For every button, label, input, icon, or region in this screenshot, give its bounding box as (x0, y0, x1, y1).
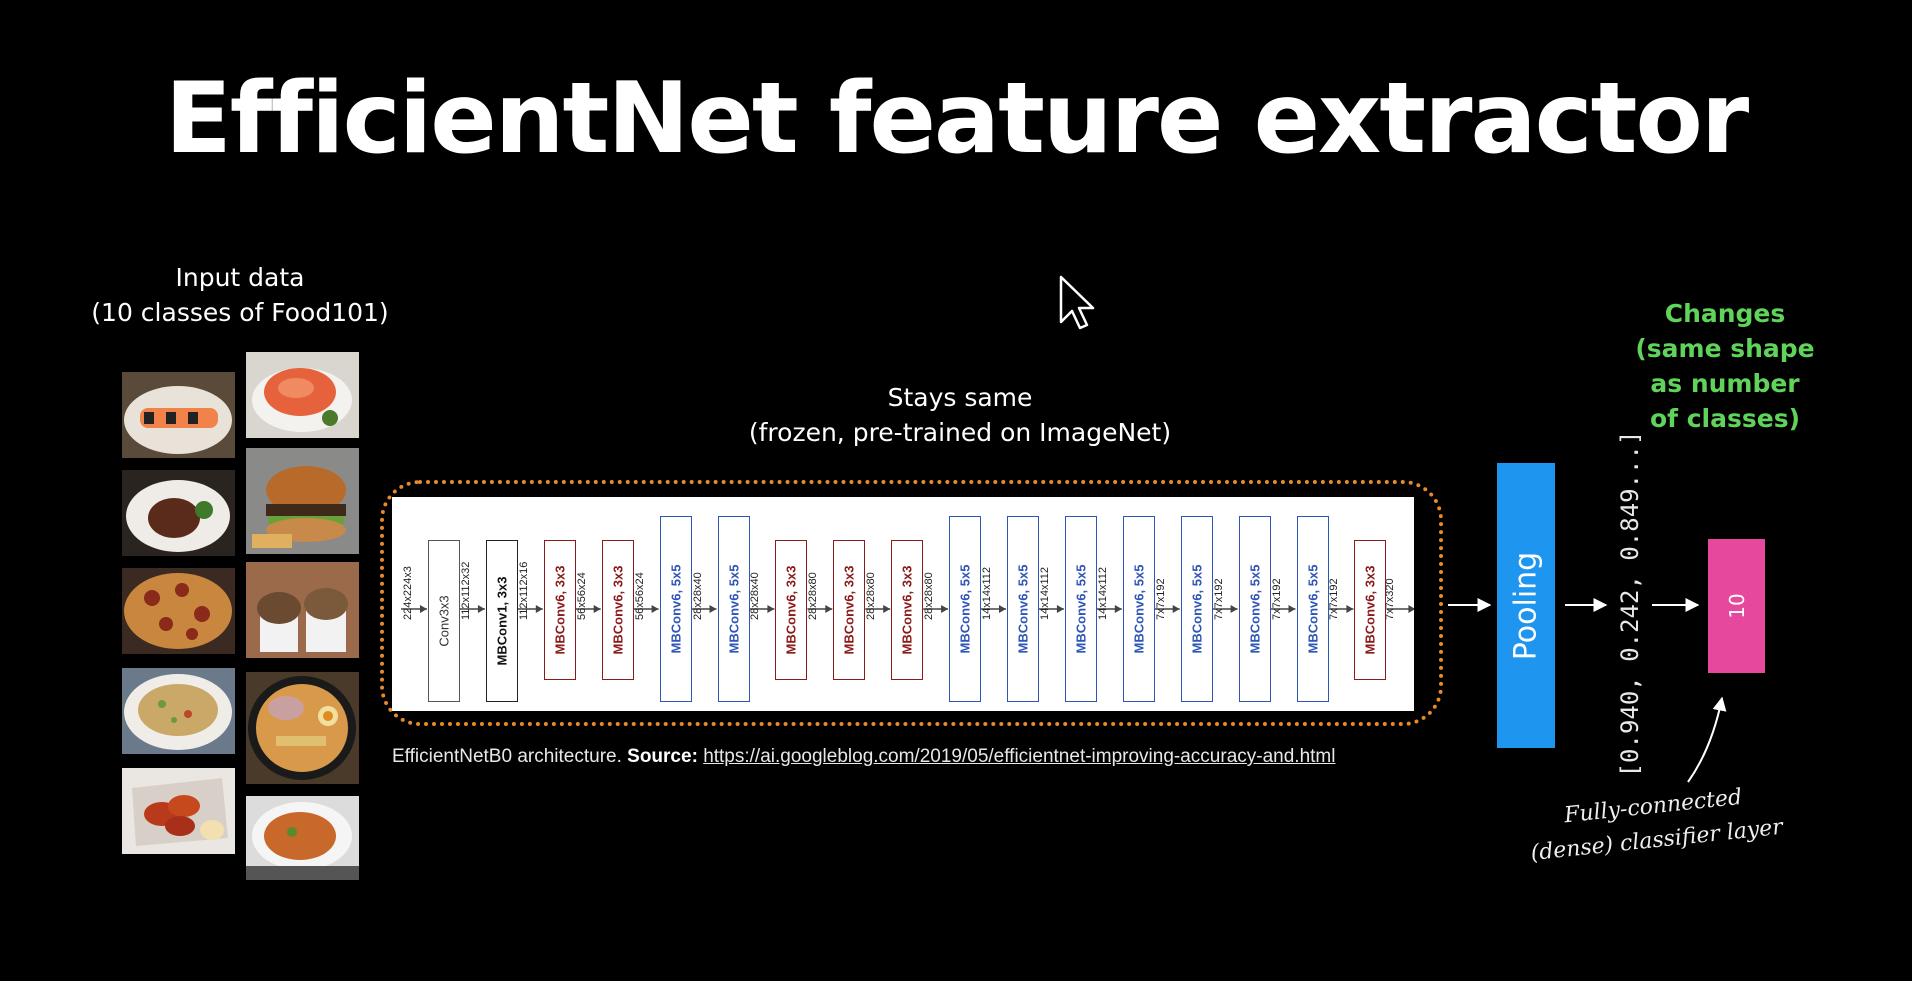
layer-arrow-head (1408, 605, 1414, 613)
layer-block: MBConv6, 3x3 (601, 540, 634, 680)
layer-arrow-head (1114, 605, 1122, 613)
layer-arrow-head (535, 605, 543, 613)
layer-arrow-head (1346, 605, 1354, 613)
slide-title: EfficientNet feature extractor (164, 62, 1749, 176)
layer-block: MBConv6, 3x3 (1354, 540, 1387, 680)
layer-block: MBConv6, 5x5 (717, 516, 750, 702)
input-data-line-1: Input data (175, 263, 305, 292)
stays-same-label: Stays same (frozen, pre-trained on Image… (700, 380, 1220, 450)
changes-label: Changes (same shape as number of classes… (1600, 296, 1850, 436)
dense-output-layer: 10 (1708, 539, 1765, 673)
stays-same-line-2: (frozen, pre-trained on ImageNet) (748, 418, 1172, 447)
layer-arrow-head (1288, 605, 1296, 613)
frozen-backbone-frame (380, 480, 1443, 726)
source-caption: EfficientNetB0 architecture. Source: htt… (392, 746, 1335, 768)
layer-block: MBConv6, 5x5 (1296, 516, 1329, 702)
layer-arrow-head (593, 605, 601, 613)
changes-line-4: of classes) (1649, 404, 1801, 433)
layer-arrow-head (941, 605, 949, 613)
layer-block: MBConv6, 3x3 (775, 540, 808, 680)
layer-arrow-head (420, 605, 427, 613)
layer-block: MBConv6, 5x5 (659, 516, 692, 702)
layer-block: Conv3x3 (428, 540, 460, 702)
stays-same-line-1: Stays same (887, 383, 1033, 412)
input-data-line-2: (10 classes of Food101) (91, 298, 389, 327)
food-image-steak (122, 470, 235, 556)
food-image-ramen (246, 672, 359, 784)
food-image-hamburger (246, 448, 359, 554)
food-image-chicken-wings (122, 768, 235, 854)
layer-block: MBConv6, 5x5 (1064, 516, 1097, 702)
layer-block: MBConv1, 3x3 (485, 540, 518, 702)
layer-arrow-head (477, 605, 485, 613)
layer-arrow-head (709, 605, 717, 613)
layer-block: MBConv6, 3x3 (543, 540, 576, 680)
layer-arrow-head (651, 605, 659, 613)
layer-block: MBConv6, 5x5 (1007, 516, 1039, 702)
changes-line-2: (same shape (1635, 334, 1815, 363)
layer-block: MBConv6, 5x5 (1180, 516, 1213, 702)
input-data-label: Input data (10 classes of Food101) (80, 260, 400, 330)
pooling-layer: Pooling (1497, 463, 1555, 748)
layer-arrow-head (883, 605, 891, 613)
food-image-curry (246, 796, 359, 880)
changes-line-3: as number (1650, 369, 1800, 398)
food-image-fried-rice (122, 668, 235, 754)
changes-line-1: Changes (1664, 299, 1786, 328)
source-label: Source: (627, 746, 698, 767)
architecture-arrows (401, 605, 1414, 613)
source-link[interactable]: https://ai.googleblog.com/2019/05/effici… (703, 746, 1336, 767)
layer-block: MBConv6, 5x5 (949, 516, 982, 702)
source-prefix: EfficientNetB0 architecture. (392, 746, 622, 767)
layer-arrow-head (825, 605, 833, 613)
mouse-pointer-icon (1059, 275, 1095, 330)
layer-arrow-head (767, 605, 775, 613)
food-image-ice-cream (246, 562, 359, 658)
layer-block: MBConv6, 5x5 (1122, 516, 1155, 702)
layer-block: MBConv6, 5x5 (1238, 516, 1271, 702)
layer-arrow-head (999, 605, 1006, 613)
food-image-salmon (246, 352, 359, 438)
arrow-to-classifier-label (1687, 696, 1727, 783)
food-image-sushi (122, 372, 235, 458)
layer-arrow-head (1172, 605, 1180, 613)
layer-arrow-head (1230, 605, 1238, 613)
layer-block: MBConv6, 3x3 (891, 540, 924, 680)
food-image-pizza (122, 568, 235, 654)
layer-arrow-head (1056, 605, 1064, 613)
layer-block: MBConv6, 3x3 (833, 540, 866, 680)
